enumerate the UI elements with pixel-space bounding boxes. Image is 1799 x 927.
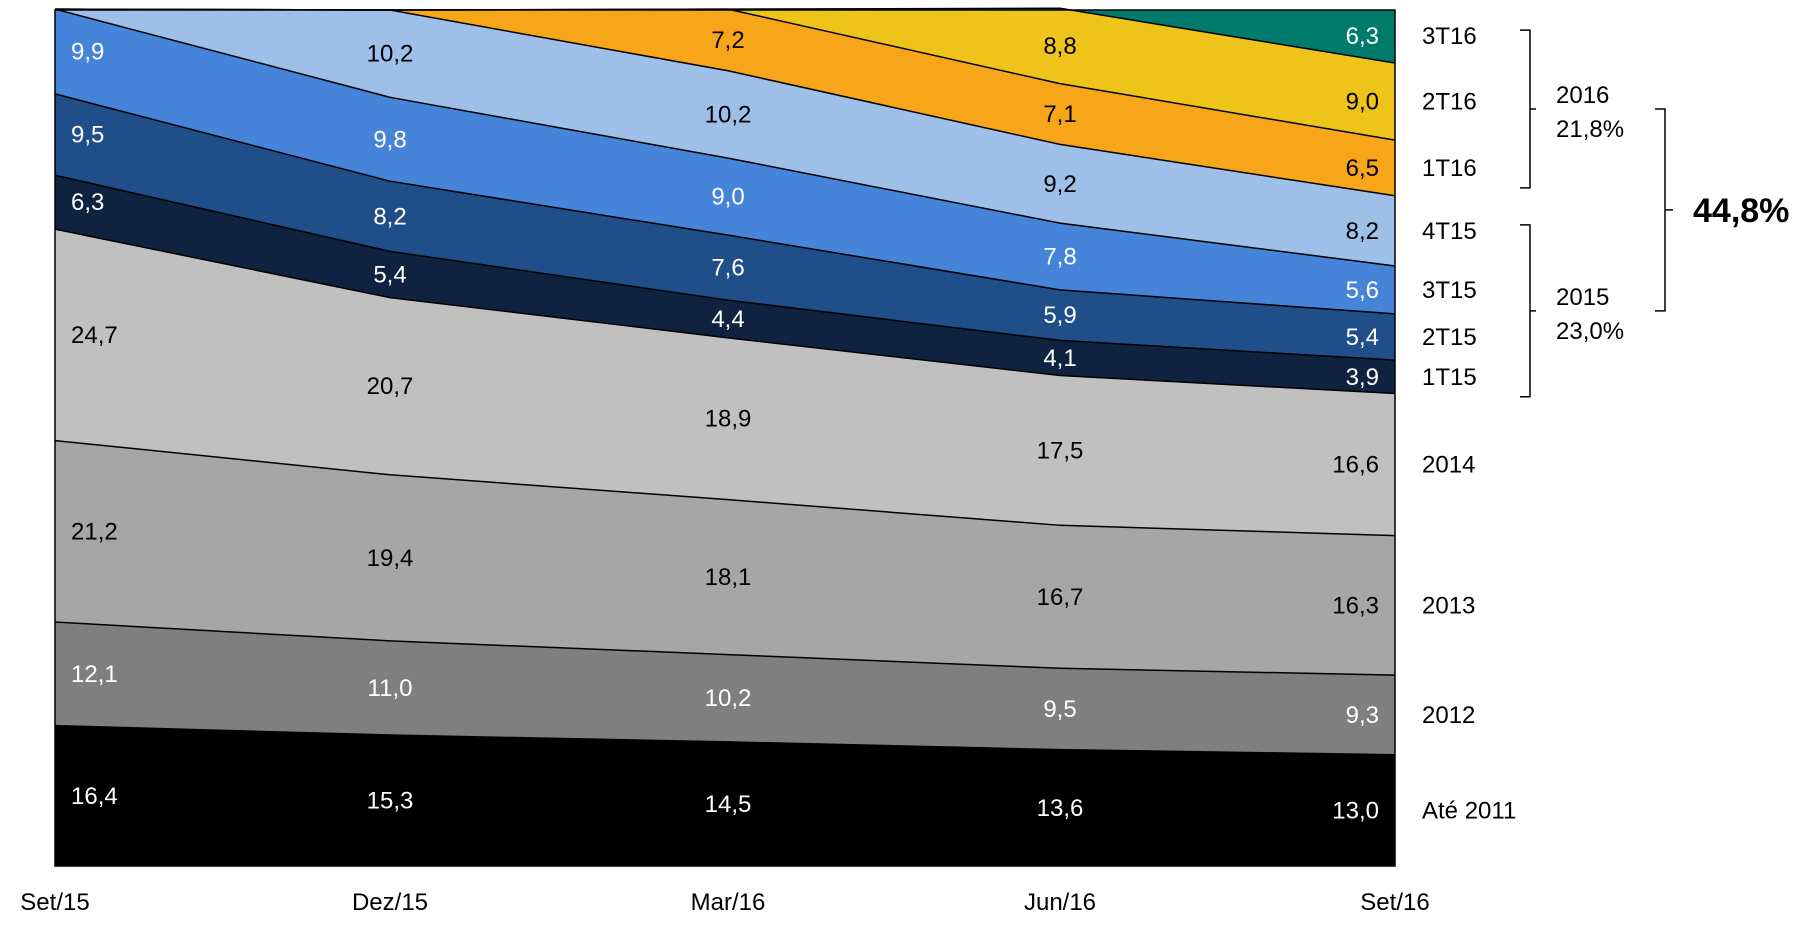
legend-label-1t15: 1T15 — [1422, 364, 1477, 391]
band-boundary-2013 — [54, 621, 1396, 676]
x-tick-label-0: Set/15 — [20, 889, 89, 916]
data-label-2t15-3: 5,9 — [1043, 302, 1076, 329]
area-band-4t15 — [55, 9, 1395, 266]
data-label-1t15-2: 4,4 — [711, 306, 744, 333]
data-label-1t15-3: 4,1 — [1043, 345, 1076, 372]
area-band-2t16 — [55, 8, 1395, 141]
legend-label-4t15: 4T15 — [1422, 218, 1477, 245]
group-label-2015: 2015 — [1556, 284, 1609, 311]
group-share-2015: 23,0% — [1556, 318, 1624, 345]
group-bracket-2016 — [1520, 29, 1536, 189]
data-label-3t15-3: 7,8 — [1043, 244, 1076, 271]
total-share-label: 44,8% — [1693, 192, 1789, 230]
legend-label-2014: 2014 — [1422, 452, 1475, 479]
x-tick-label-4: Set/16 — [1360, 889, 1429, 916]
data-label-3t15-1: 9,8 — [373, 126, 406, 153]
data-label-2012-3: 9,5 — [1043, 696, 1076, 723]
plot-frame — [54, 9, 1396, 867]
area-band-1t15 — [55, 175, 1395, 394]
data-label-1t16-3: 7,1 — [1043, 101, 1076, 128]
data-label-4t15-3: 9,2 — [1043, 171, 1076, 198]
data-label-3t15-2: 9,0 — [711, 184, 744, 211]
legend-label-2t16: 2T16 — [1422, 89, 1477, 116]
data-label-2014-0: 24,7 — [71, 322, 118, 349]
area-band-2t15 — [55, 93, 1395, 361]
data-label-2013-1: 19,4 — [367, 545, 414, 572]
legend-label-1t16: 1T16 — [1422, 155, 1477, 182]
data-label-ate-2011-2: 14,5 — [705, 791, 752, 818]
data-label-4t15-2: 10,2 — [705, 101, 752, 128]
data-label-3t15-0: 9,9 — [71, 39, 104, 66]
group-bracket-2015 — [1520, 224, 1536, 398]
band-boundary-4t15 — [54, 8, 1396, 267]
data-label-2013-0: 21,2 — [71, 518, 118, 545]
data-label-1t16-4: 6,5 — [1346, 155, 1379, 182]
data-label-2014-3: 17,5 — [1037, 437, 1084, 464]
band-boundary-1t15 — [54, 228, 1396, 395]
data-label-2t15-1: 8,2 — [373, 203, 406, 230]
data-label-2012-2: 10,2 — [705, 685, 752, 712]
data-label-1t15-4: 3,9 — [1346, 364, 1379, 391]
data-label-2014-1: 20,7 — [367, 373, 414, 400]
area-band-3t16 — [55, 8, 1395, 64]
group-label-2016: 2016 — [1556, 82, 1609, 109]
data-label-2014-2: 18,9 — [705, 406, 752, 433]
x-tick-label-2: Mar/16 — [691, 889, 766, 916]
data-label-2012-4: 9,3 — [1346, 702, 1379, 729]
total-bracket — [1655, 108, 1673, 312]
area-band-2013 — [55, 440, 1395, 676]
area-band-2014 — [55, 229, 1395, 536]
group-share-2016: 21,8% — [1556, 116, 1624, 143]
data-label-2012-0: 12,1 — [71, 661, 118, 688]
area-band-3t15 — [55, 9, 1395, 314]
legend-label-2012: 2012 — [1422, 702, 1475, 729]
data-label-1t15-0: 6,3 — [71, 189, 104, 216]
data-label-1t15-1: 5,4 — [373, 262, 406, 289]
legend-label-ate-2011: Até 2011 — [1422, 797, 1516, 824]
data-label-2t15-0: 9,5 — [71, 122, 104, 149]
legend-label-2t15: 2T15 — [1422, 324, 1477, 351]
data-label-4t15-1: 10,2 — [367, 41, 414, 68]
legend-label-3t15: 3T15 — [1422, 277, 1477, 304]
data-label-2t15-2: 7,6 — [711, 255, 744, 282]
data-label-ate-2011-3: 13,6 — [1037, 795, 1084, 822]
band-boundary-3t15 — [54, 93, 1396, 315]
x-tick-label-1: Dez/15 — [352, 889, 428, 916]
x-tick-label-3: Jun/16 — [1024, 889, 1096, 916]
band-boundary-2t15 — [54, 174, 1396, 361]
data-label-2012-1: 11,0 — [368, 675, 413, 702]
data-label-ate-2011-1: 15,3 — [367, 788, 414, 815]
data-label-2013-4: 16,3 — [1332, 592, 1379, 619]
data-label-2t16-4: 9,0 — [1346, 89, 1379, 116]
data-label-2t15-4: 5,4 — [1346, 324, 1379, 351]
data-label-ate-2011-4: 13,0 — [1332, 797, 1379, 824]
data-label-2014-4: 16,6 — [1332, 452, 1379, 479]
data-label-4t15-4: 8,2 — [1346, 218, 1379, 245]
area-band-2012 — [55, 622, 1395, 755]
data-label-2013-2: 18,1 — [705, 564, 752, 591]
data-label-2t16-3: 8,8 — [1043, 33, 1076, 60]
data-label-3t16-4: 6,3 — [1346, 23, 1379, 50]
band-boundary-2014 — [54, 439, 1396, 537]
legend-label-3t16: 3T16 — [1422, 23, 1477, 50]
data-label-3t15-4: 5,6 — [1346, 277, 1379, 304]
legend-label-2013: 2013 — [1422, 592, 1475, 619]
area-band-ate-2011 — [55, 725, 1395, 866]
data-label-2013-3: 16,7 — [1037, 584, 1084, 611]
area-band-1t16 — [55, 9, 1395, 196]
band-boundary-2012 — [54, 724, 1396, 756]
data-label-1t16-2: 7,2 — [711, 27, 744, 54]
data-label-ate-2011-0: 16,4 — [71, 783, 118, 810]
